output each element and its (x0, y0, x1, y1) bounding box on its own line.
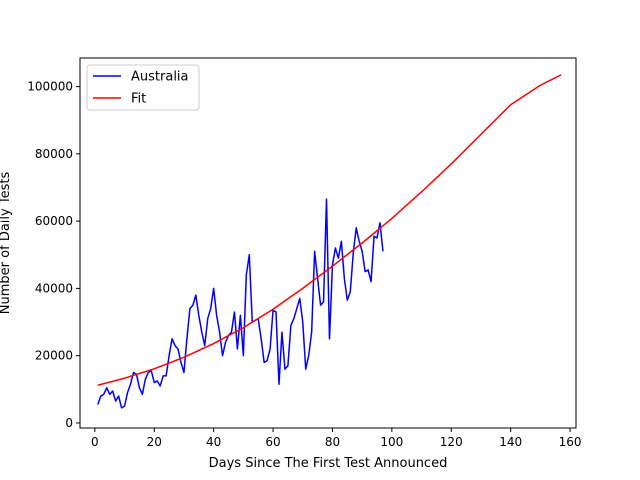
x-tick-label: 100 (380, 435, 403, 449)
series-line-fit (97, 74, 562, 387)
plot-frame (79, 57, 577, 429)
x-tick-label: 80 (325, 435, 340, 449)
x-tick-label: 0 (91, 435, 99, 449)
y-tick-label: 60000 (35, 214, 73, 228)
series-line-australia (97, 198, 384, 409)
y-axis-label: Number of Daily Tests (0, 172, 13, 315)
x-tick-label: 40 (206, 435, 221, 449)
y-tick-label: 20000 (35, 349, 73, 363)
y-tick-label: 0 (65, 416, 73, 430)
y-tick-label: 80000 (35, 147, 73, 161)
series-layer (97, 74, 562, 409)
x-tick-label: 120 (440, 435, 463, 449)
legend-label-fit: Fit (131, 92, 146, 107)
x-tick-label: 60 (265, 435, 280, 449)
x-tick-label: 140 (499, 435, 522, 449)
x-tick-label: 160 (559, 435, 582, 449)
x-axis-ticks: 0 20 40 60 80 100 120 140 160 (91, 428, 582, 449)
y-tick-label: 100000 (27, 80, 73, 94)
y-axis-ticks: 0 20000 40000 60000 80000 100000 (27, 80, 80, 430)
x-axis-label: Days Since The First Test Announced (209, 456, 448, 471)
legend-label-australia: Australia (131, 70, 189, 85)
legend: Australia Fit (86, 64, 200, 111)
y-tick-label: 40000 (35, 281, 73, 295)
x-tick-label: 20 (147, 435, 162, 449)
